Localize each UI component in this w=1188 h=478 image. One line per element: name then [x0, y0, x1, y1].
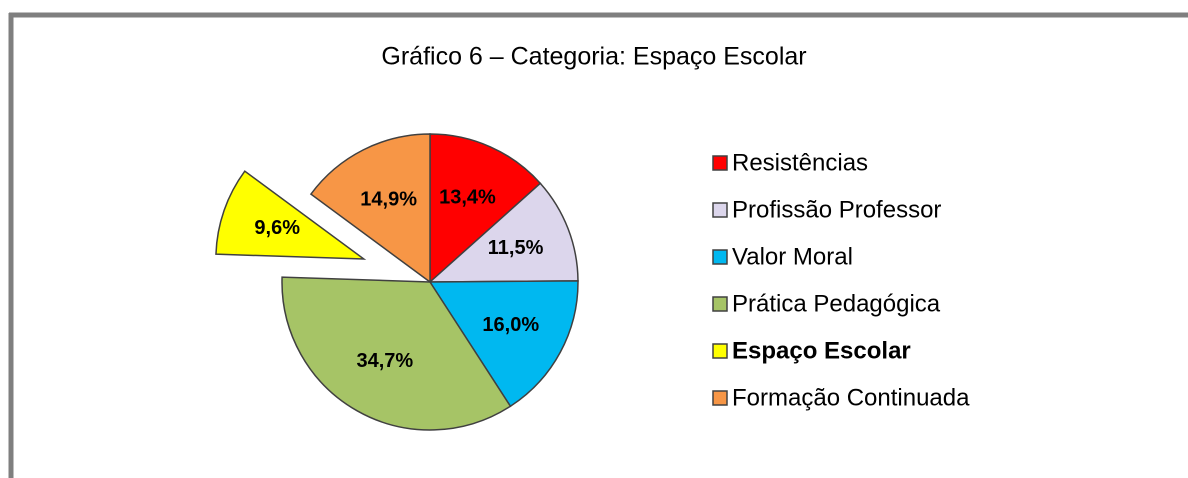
chart-title: Gráfico 6 – Categoria: Espaço Escolar: [381, 43, 806, 71]
data-label: 34,7%: [356, 350, 413, 372]
pie-slice: [428, 280, 579, 408]
pie-slice: [309, 133, 431, 284]
legend-swatch: [712, 202, 728, 218]
pie-slice: [215, 170, 367, 260]
data-label: 14,9%: [360, 188, 417, 210]
pie-slice: [281, 276, 512, 431]
legend-swatch: [712, 155, 728, 171]
legend-label: Valor Moral: [732, 243, 853, 270]
data-label: 9,6%: [254, 217, 300, 239]
legend-swatch: [712, 296, 728, 312]
legend-swatch: [712, 343, 728, 359]
pie-slice: [429, 133, 542, 284]
legend-label: Resistências: [732, 149, 868, 176]
data-label: 16,0%: [482, 314, 539, 336]
legend-label: Profissão Professor: [732, 196, 941, 223]
data-label: 11,5%: [488, 237, 544, 259]
legend-swatch: [712, 249, 728, 265]
legend-label: Formação Continuada: [732, 384, 970, 411]
pie-slice: [428, 182, 579, 283]
legend-label: Prática Pedagógica: [732, 290, 941, 317]
legend-label: Espaço Escolar: [732, 337, 911, 364]
legend-swatch: [712, 390, 728, 406]
data-label: 13,4%: [439, 187, 496, 209]
